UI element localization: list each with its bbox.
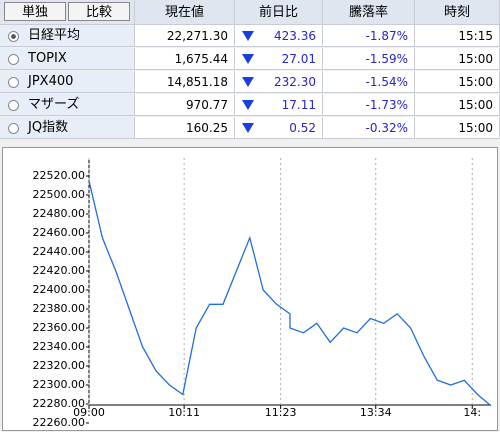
header-cell: 騰落率 [323,0,415,25]
radio-button[interactable] [8,54,19,65]
radio-button[interactable] [8,31,19,42]
y-tick-label: 22500.00 [33,188,86,201]
down-arrow [242,77,254,87]
change-rate: -1.54% [323,71,415,93]
change-rate: -1.59% [323,48,415,70]
header-row: 単独 比較 現在値 前日比 騰落率 時刻 [0,0,500,25]
y-tick-label: 22320.00 [33,359,86,372]
y-tick-label: 22340.00 [33,340,86,353]
current-value: 22,271.30 [135,25,235,47]
down-arrow [242,123,254,133]
index-table: 単独 比較 現在値 前日比 騰落率 時刻 日経平均 22,271.30 423.36 -1.87%… [0,0,500,146]
y-tick-label: 22440.00 [33,245,86,258]
change-value: 27.01 [235,48,323,70]
tab-button[interactable]: 単独 [4,2,66,21]
table-row: 日経平均 22,271.30 423.36 -1.87% 15:15 [0,25,500,48]
table-row: JPX400 14,851.18 232.30 -1.54% 15:00 [0,71,500,94]
index-name[interactable]: JQ指数 [0,117,135,139]
down-arrow [242,31,254,41]
x-tick-label: 10:11 [168,406,200,419]
change-value: 423.36 [235,25,323,47]
price-line [88,180,492,407]
tab-button[interactable]: 比較 [68,2,130,21]
time: 15:00 [415,48,500,70]
y-tick-label: 22300.00 [33,378,86,391]
x-tick-label: 11:23 [265,406,297,419]
radio-button[interactable] [8,100,19,111]
y-tick-label: 22400.00 [33,283,86,296]
header-cell: 現在値 [135,0,235,25]
change-rate: -1.73% [323,94,415,116]
x-tick-label: 14: [463,406,481,419]
y-tick-label: 22280.00 [33,397,86,410]
radio-button[interactable] [8,77,19,88]
header-cell: 時刻 [415,0,500,25]
down-arrow [242,54,254,64]
x-tick-label: 09:00 [73,406,105,419]
y-tick-label: 22380.00 [33,302,86,315]
y-tick-label: 22480.00 [33,207,86,220]
table-row: マザーズ 970.77 17.11 -1.73% 15:00 [0,94,500,117]
change-value: 17.11 [235,94,323,116]
current-value: 14,851.18 [135,71,235,93]
y-tick-label: 22360.00 [33,321,86,334]
y-tick-label: 22420.00 [33,264,86,277]
time: 15:15 [415,25,500,47]
x-tick-label: 13:34 [360,406,392,419]
time: 15:00 [415,117,500,139]
change-value: 0.52 [235,117,323,139]
chart: 22260.00 22280.00 22300.00 22320.00 22340.00… [2,147,498,431]
down-arrow [242,100,254,110]
index-name[interactable]: JPX400 [0,71,135,93]
header-cell: 前日比 [235,0,323,25]
change-value: 232.30 [235,71,323,93]
time: 15:00 [415,71,500,93]
table-row: TOPIX 1,675.44 27.01 -1.59% 15:00 [0,48,500,71]
y-tick-label: 22460.00 [33,226,86,239]
y-tick-label: 22520.00 [33,169,86,182]
change-rate: -0.32% [323,117,415,139]
index-name[interactable]: マザーズ [0,94,135,116]
current-value: 970.77 [135,94,235,116]
y-tick-label: 22260.00 [33,416,86,429]
time: 15:00 [415,94,500,116]
current-value: 1,675.44 [135,48,235,70]
radio-button[interactable] [8,123,19,134]
current-value: 160.25 [135,117,235,139]
change-rate: -1.87% [323,25,415,47]
index-name[interactable]: TOPIX [0,48,135,70]
table-row: JQ指数 160.25 0.52 -0.32% 15:00 [0,117,500,140]
index-name[interactable]: 日経平均 [0,25,135,47]
